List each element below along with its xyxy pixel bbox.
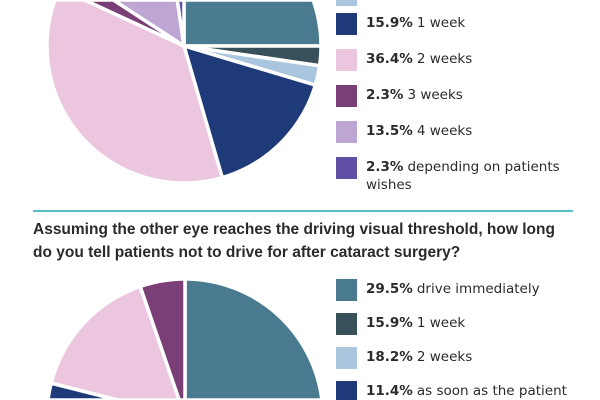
legend-item-2-weeks: 18.2% 2 weeks — [336, 347, 472, 369]
chart-title: Assuming the other eye reaches the drivi… — [33, 221, 555, 261]
legend-pct: 2.3% — [366, 87, 404, 103]
legend-item-4-weeks: 13.5% 4 weeks — [336, 121, 472, 143]
pie-slice-unlabeled-5 — [138, 277, 187, 400]
pie-slice-unlabeled-0 — [182, 0, 323, 48]
legend-item-drive-immediately: 29.5% drive immediately — [336, 279, 540, 301]
pie-chart-top — [45, 0, 323, 185]
legend-pct: 15.9% — [366, 315, 413, 331]
legend-item-1-week: 15.9% 1 week — [336, 313, 465, 335]
legend-pct: 15.9% — [366, 15, 413, 31]
legend-label: 1 week — [416, 15, 466, 31]
legend-swatch — [336, 381, 357, 400]
legend-label: 3 weeks — [407, 87, 463, 103]
legend-label: 2 weeks — [416, 349, 473, 365]
legend-swatch — [336, 121, 357, 143]
legend-pct: 13.5% — [366, 123, 413, 139]
legend-pct: 18.2% — [366, 349, 413, 365]
legend-label: 4 weeks — [416, 123, 473, 139]
legend-swatch — [336, 13, 357, 35]
legend-item-1-week: 15.9% 1 week — [336, 13, 465, 35]
legend-label: 2 weeks — [416, 51, 473, 67]
legend-label: 1 week — [416, 315, 466, 331]
legend-swatch — [336, 347, 357, 369]
legend-item-hidden — [336, 0, 366, 6]
legend-label: drive immediately — [416, 281, 540, 297]
legend-item-2-weeks: 36.4% 2 weeks — [336, 49, 472, 71]
legend-pct: 11.4% — [366, 383, 413, 399]
legend-swatch — [336, 279, 357, 301]
legend-item-as-soon-as: 11.4% as soon as the patient — [336, 381, 567, 400]
legend-swatch — [336, 157, 357, 179]
legend-pct: 36.4% — [366, 51, 413, 67]
section-divider — [33, 210, 573, 212]
pie-slice-unlabeled-4 — [49, 284, 181, 400]
pie-slice-drive-immediately — [183, 277, 324, 400]
legend-pct: 2.3% — [366, 159, 404, 175]
pie-slice-1-week — [182, 44, 318, 180]
pie-slice-2-weeks — [45, 0, 224, 185]
legend-item-3-weeks: 2.3% 3 weeks — [336, 85, 463, 107]
legend-swatch — [336, 49, 357, 71]
pie-chart-bottom — [46, 277, 324, 400]
legend-swatch — [336, 313, 357, 335]
legend-item-depending: 2.3% depending on patients wishes — [336, 157, 566, 194]
legend-label: as soon as the patient — [416, 383, 567, 399]
legend-pct: 29.5% — [366, 281, 413, 297]
legend-swatch — [336, 0, 357, 6]
legend-label: depending on patients wishes — [366, 159, 560, 193]
legend-swatch — [336, 85, 357, 107]
pie-slice-depending-on-patients-wishes — [175, 0, 186, 48]
